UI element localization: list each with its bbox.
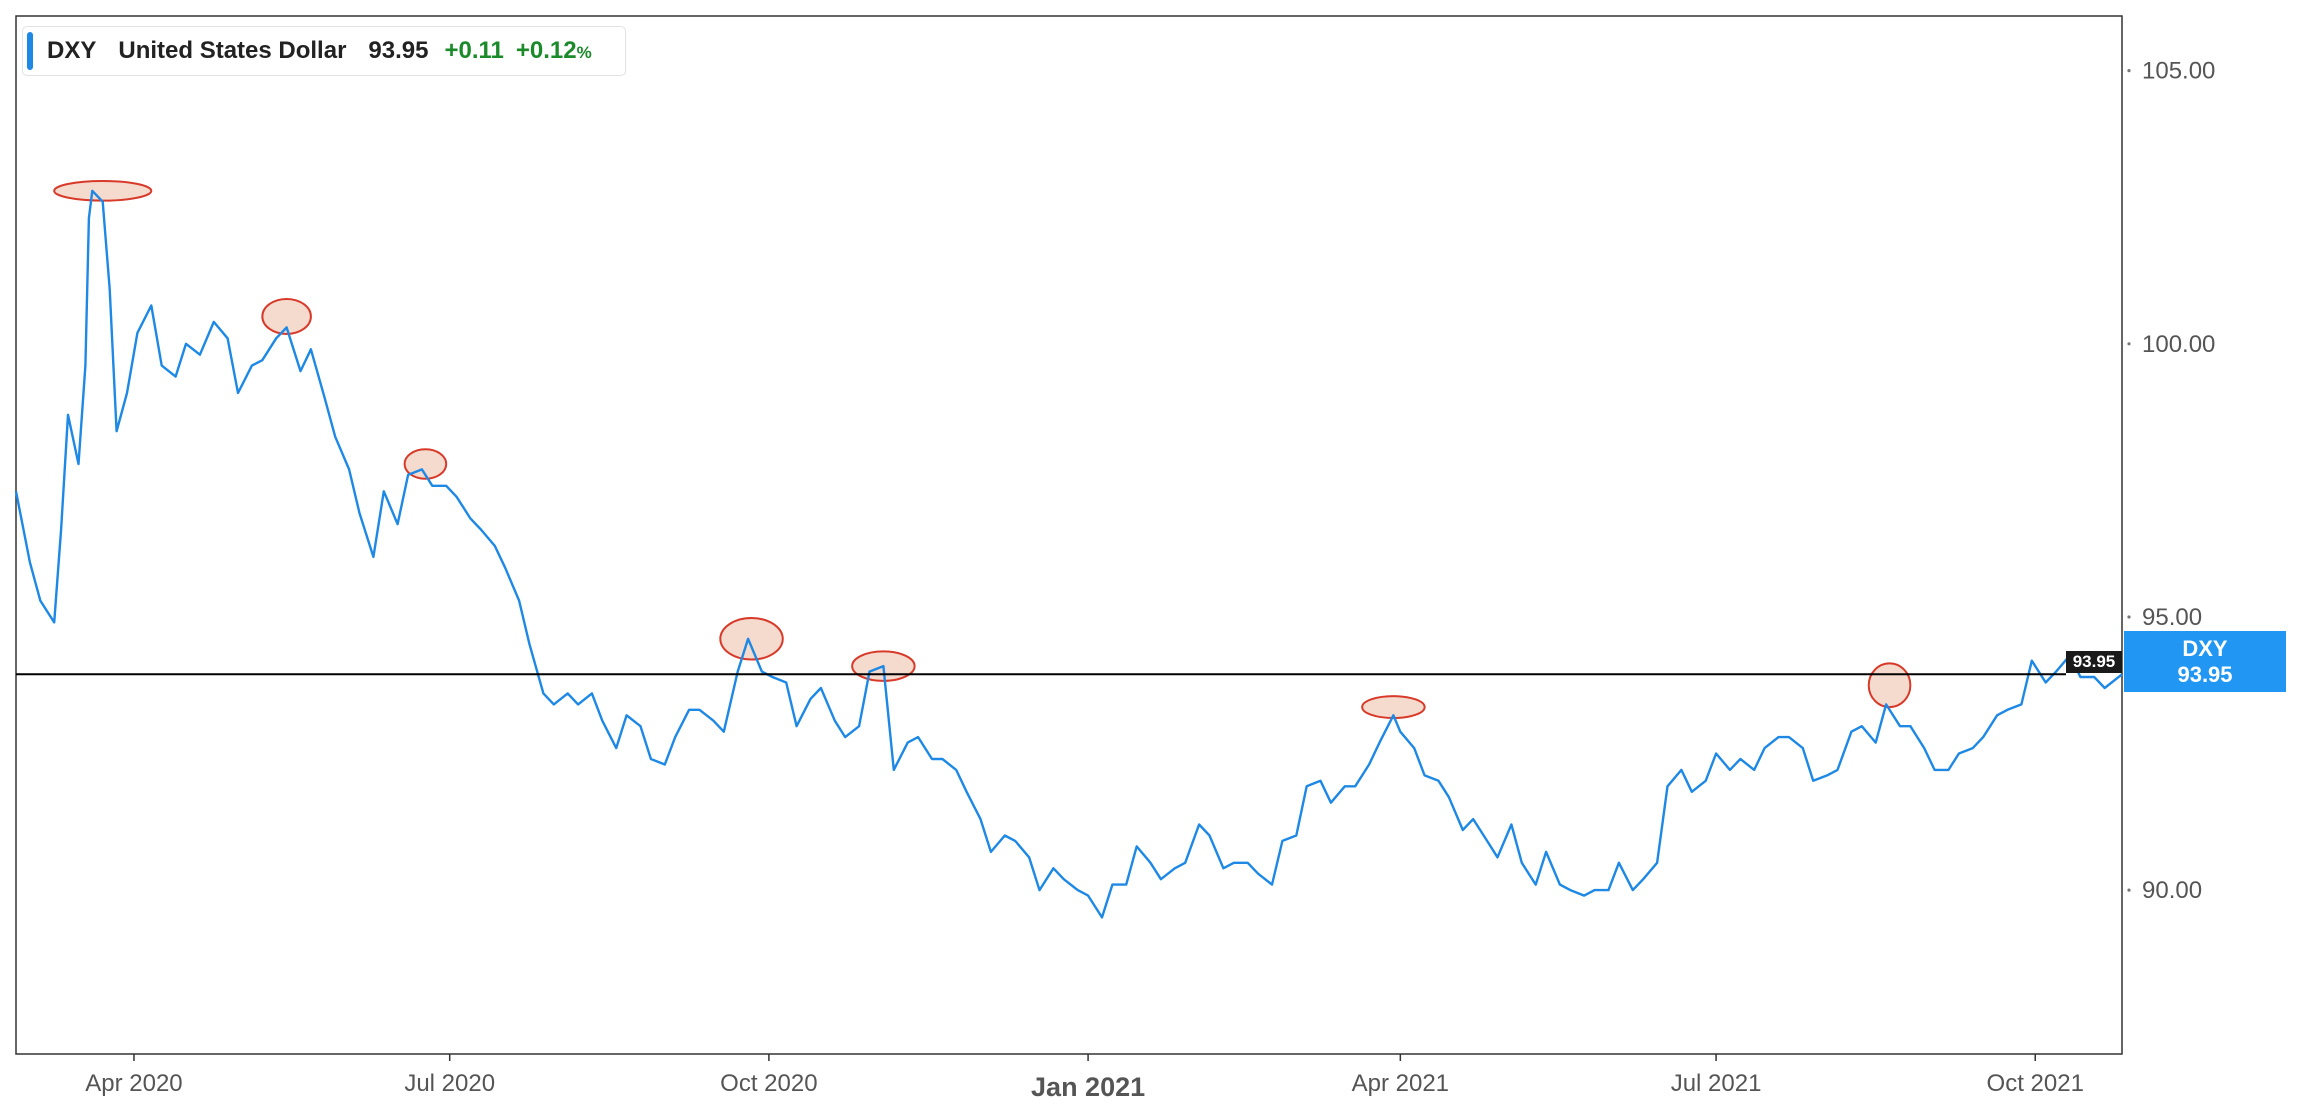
plot-frame	[15, 15, 2123, 1055]
peak-highlight-ellipse	[719, 617, 784, 661]
y-tick-label: 95.00	[2142, 604, 2202, 631]
legend-name: United States Dollar	[118, 37, 347, 64]
price-tag-value: 93.95	[2177, 662, 2233, 687]
legend-change-pct: +0.12%	[516, 37, 592, 65]
legend: DXY United States Dollar 93.95 +0.11 +0.…	[22, 26, 626, 76]
legend-change-pct-value: +0.12	[515, 37, 577, 64]
legend-color-bar	[27, 32, 33, 70]
dxy-series-line	[14, 189, 2123, 919]
x-tick-label: Jan 2021	[1031, 1072, 1145, 1102]
y-tick-mark	[2127, 69, 2131, 73]
x-axis: Apr 2020 Jul 2020 Oct 2020 Jan 2021 Apr 2021…	[85, 1054, 2084, 1102]
y-tick-label: 90.00	[2142, 877, 2202, 904]
x-tick-label: Apr 2021	[1352, 1070, 1449, 1097]
peak-highlight-ellipse	[53, 179, 153, 202]
peak-highlight-ellipse	[1867, 662, 1912, 709]
price-tag: DXY 93.95	[2124, 631, 2286, 692]
legend-change: +0.11	[444, 37, 504, 64]
peak-highlight-ellipse	[261, 297, 312, 335]
legend-symbol: DXY	[47, 37, 97, 64]
y-tick-mark	[2127, 615, 2131, 619]
legend-price: 93.95	[368, 37, 429, 64]
x-tick-label: Oct 2020	[720, 1070, 817, 1097]
x-tick-label: Jul 2021	[1671, 1070, 1762, 1097]
y-axis: 105.00 100.00 95.00 90.00	[2127, 58, 2215, 904]
y-tick-label: 100.00	[2142, 331, 2215, 358]
y-tick-mark	[2127, 888, 2131, 892]
y-tick-label: 105.00	[2142, 58, 2215, 85]
annotation-layer	[53, 179, 1912, 720]
price-tag-symbol: DXY	[2182, 636, 2228, 661]
legend-pct-sign: %	[576, 43, 592, 62]
x-tick-label: Oct 2021	[1987, 1070, 2084, 1097]
x-tick-label: Jul 2020	[404, 1070, 495, 1097]
x-tick-label: Apr 2020	[85, 1070, 182, 1097]
y-tick-mark	[2127, 342, 2131, 346]
hline-value-label: 93.95	[2066, 651, 2122, 673]
